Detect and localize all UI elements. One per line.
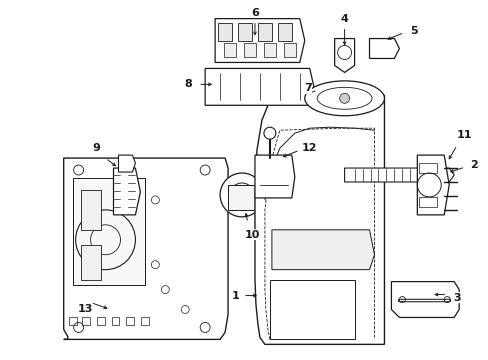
Bar bbox=[419, 197, 436, 207]
Text: 12: 12 bbox=[302, 143, 317, 153]
Polygon shape bbox=[227, 185, 255, 210]
Polygon shape bbox=[416, 155, 448, 215]
Ellipse shape bbox=[304, 81, 384, 116]
Bar bbox=[81, 318, 89, 325]
Polygon shape bbox=[63, 158, 227, 339]
Polygon shape bbox=[218, 23, 232, 41]
Polygon shape bbox=[258, 23, 271, 41]
Polygon shape bbox=[238, 23, 251, 41]
Polygon shape bbox=[334, 39, 354, 72]
Text: 4: 4 bbox=[340, 14, 348, 24]
Polygon shape bbox=[254, 95, 384, 345]
Bar bbox=[283, 42, 295, 58]
Bar bbox=[68, 318, 77, 325]
Text: 10: 10 bbox=[244, 230, 259, 240]
Polygon shape bbox=[73, 178, 145, 285]
Text: 5: 5 bbox=[410, 26, 417, 36]
Polygon shape bbox=[118, 155, 135, 172]
Polygon shape bbox=[269, 280, 354, 339]
Text: 3: 3 bbox=[452, 293, 460, 302]
Bar bbox=[264, 42, 275, 58]
Polygon shape bbox=[81, 190, 101, 230]
Text: 11: 11 bbox=[455, 130, 471, 140]
Polygon shape bbox=[113, 168, 140, 215]
Text: 7: 7 bbox=[303, 84, 311, 93]
Polygon shape bbox=[271, 230, 374, 270]
Circle shape bbox=[220, 173, 264, 217]
Polygon shape bbox=[344, 168, 453, 182]
Bar bbox=[419, 163, 436, 173]
Bar bbox=[141, 318, 149, 325]
Polygon shape bbox=[369, 39, 399, 58]
Bar bbox=[111, 318, 119, 325]
Text: 6: 6 bbox=[250, 8, 258, 18]
Text: 1: 1 bbox=[232, 291, 240, 301]
Polygon shape bbox=[254, 155, 294, 198]
Bar bbox=[224, 42, 236, 58]
Polygon shape bbox=[277, 23, 291, 41]
Polygon shape bbox=[390, 282, 458, 318]
Text: 9: 9 bbox=[92, 143, 101, 153]
Polygon shape bbox=[205, 68, 314, 105]
Bar bbox=[126, 318, 134, 325]
Bar bbox=[96, 318, 104, 325]
Text: 8: 8 bbox=[184, 79, 192, 89]
Text: 2: 2 bbox=[469, 160, 477, 170]
Text: 13: 13 bbox=[78, 305, 93, 315]
Circle shape bbox=[264, 127, 275, 139]
Bar bbox=[244, 42, 255, 58]
Circle shape bbox=[237, 190, 246, 200]
Polygon shape bbox=[215, 19, 304, 62]
Polygon shape bbox=[81, 245, 101, 280]
Circle shape bbox=[339, 93, 349, 103]
